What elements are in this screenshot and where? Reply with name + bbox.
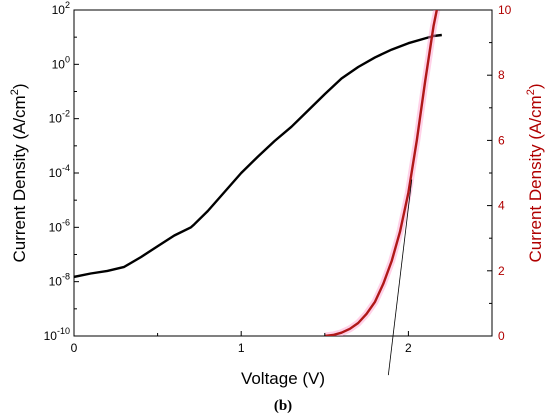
series-0-line: [74, 33, 442, 279]
y-right-tick-label: 4: [498, 199, 505, 213]
y-left-tick-label: 10-6: [49, 217, 70, 234]
x-axis-title: Voltage (V): [241, 369, 325, 388]
x-tick-label: 0: [71, 341, 78, 355]
y-left-tick-label: 102: [52, 0, 70, 17]
figure-caption: (b): [274, 398, 292, 414]
y-right-tick-label: 6: [498, 133, 505, 147]
series-1-line: [324, 10, 438, 336]
y-left-tick-label: 10-4: [49, 163, 70, 180]
y-right-axis-title: Current Density (A/cm2): [525, 84, 545, 263]
y-left-tick-label: 10-8: [49, 272, 70, 289]
x-tick-label: 2: [405, 341, 412, 355]
y-right-tick-label: 0: [498, 329, 505, 343]
y-right-tick-label: 8: [498, 68, 505, 82]
annotation-line: [387, 179, 413, 376]
y-left-tick-label: 100: [52, 54, 70, 71]
y-left-tick-label: 10-2: [49, 109, 70, 126]
x-tick-label: 1: [238, 341, 245, 355]
y-right-tick-label: 2: [498, 264, 505, 278]
y-left-tick-label: 10-10: [44, 326, 70, 343]
y-right-tick-label: 10: [498, 3, 512, 17]
y-left-axis-title: Current Density (A/cm2): [9, 84, 29, 263]
